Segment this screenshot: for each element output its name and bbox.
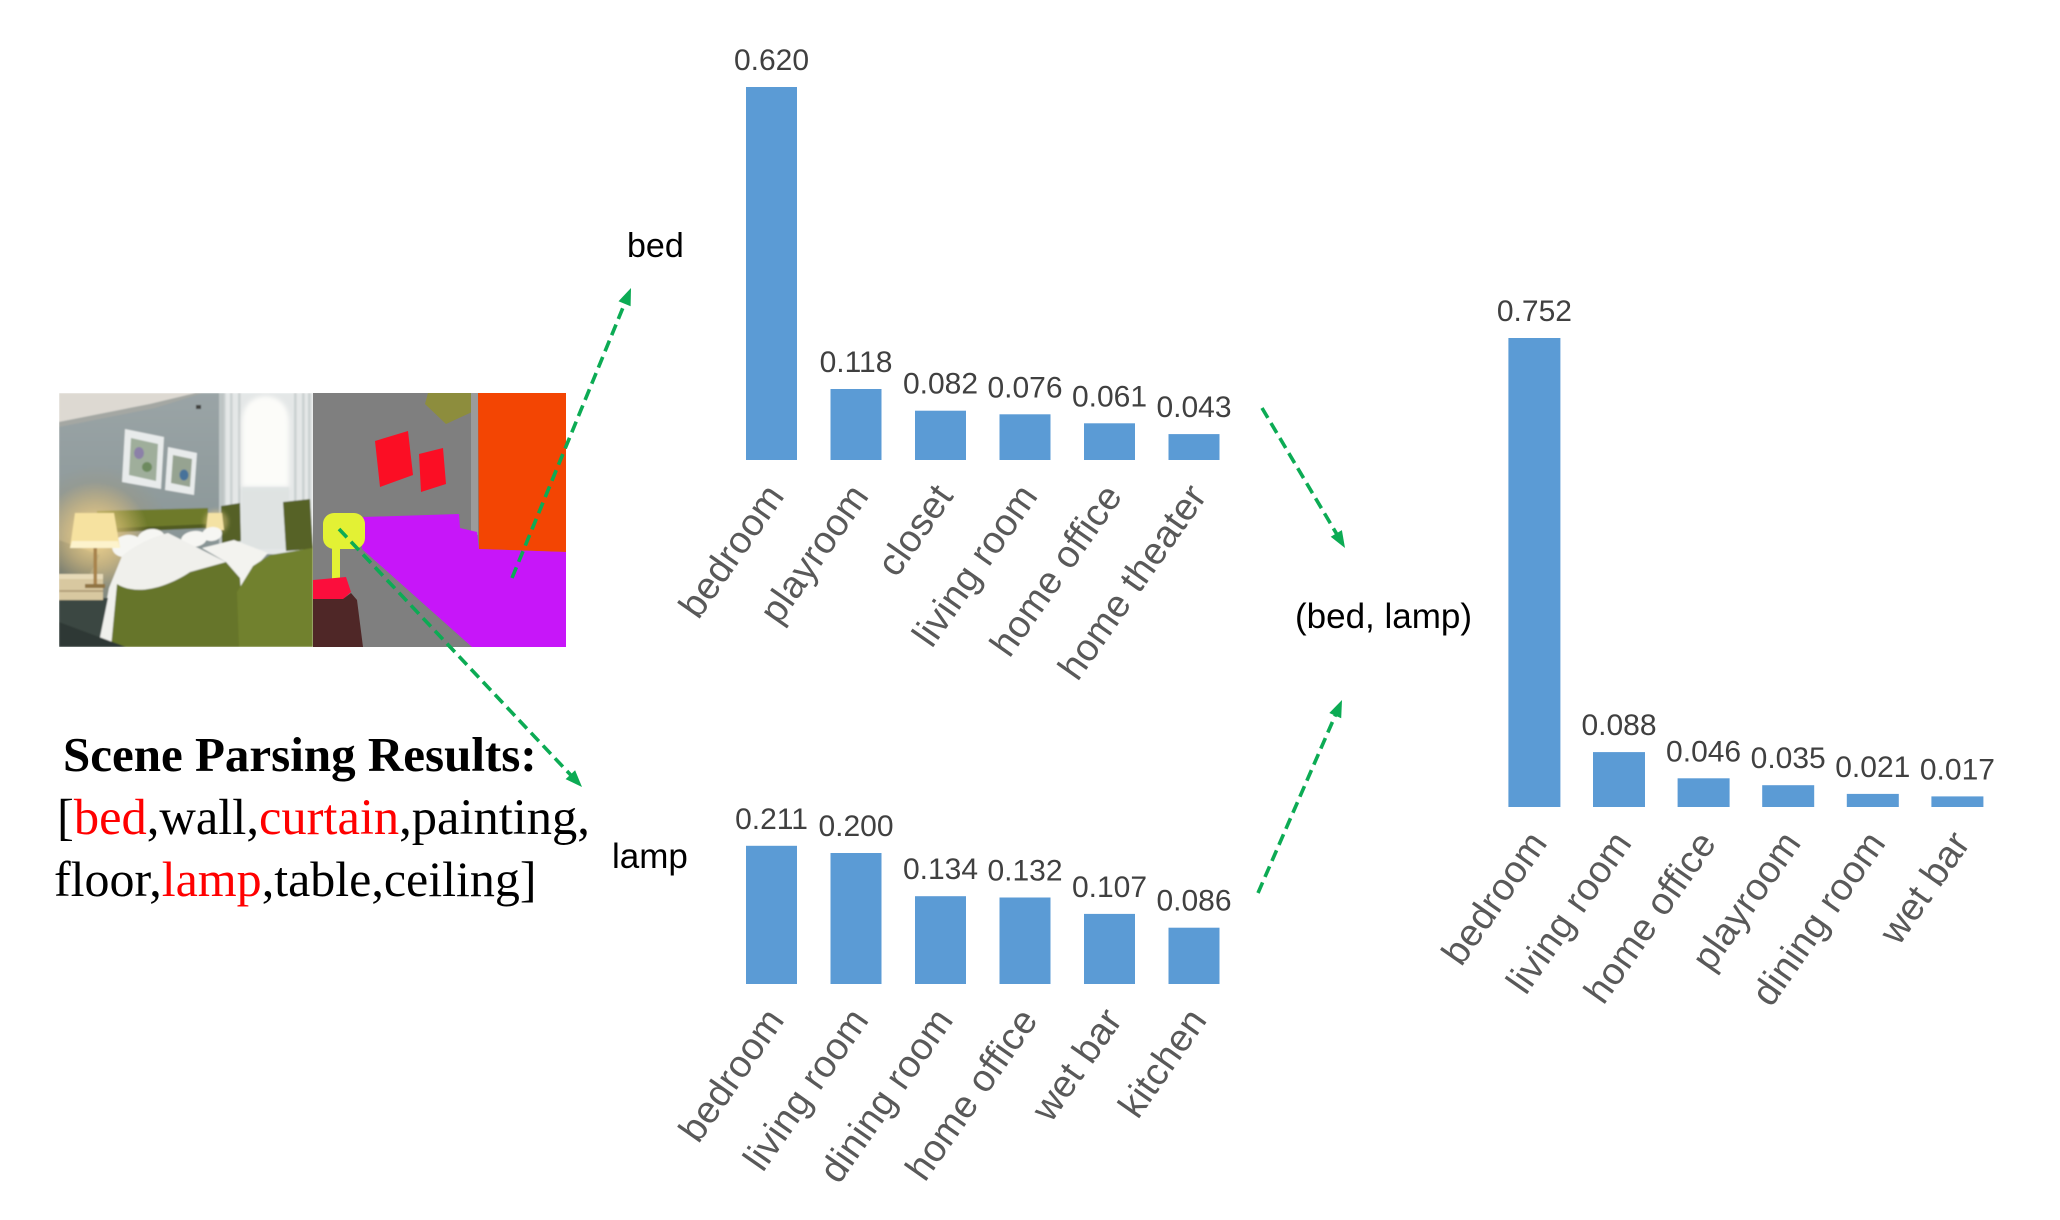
svg-text:0.076: 0.076 bbox=[987, 371, 1062, 404]
svg-text:0.200: 0.200 bbox=[818, 810, 893, 843]
svg-text:0.211: 0.211 bbox=[735, 803, 808, 836]
svg-text:0.118: 0.118 bbox=[820, 346, 893, 379]
svg-text:0.088: 0.088 bbox=[1581, 709, 1656, 742]
svg-text:0.107: 0.107 bbox=[1072, 871, 1147, 904]
svg-text:(bed, lamp): (bed, lamp) bbox=[1295, 597, 1472, 636]
svg-text:[bed,wall,curtain,painting,: [bed,wall,curtain,painting, bbox=[57, 789, 590, 845]
svg-text:0.046: 0.046 bbox=[1666, 735, 1741, 768]
svg-text:0.752: 0.752 bbox=[1497, 295, 1572, 328]
svg-text:0.086: 0.086 bbox=[1156, 885, 1231, 918]
svg-text:0.043: 0.043 bbox=[1156, 391, 1231, 424]
svg-text:lamp: lamp bbox=[612, 837, 688, 876]
svg-text:floor,lamp,table,ceiling]: floor,lamp,table,ceiling] bbox=[54, 851, 537, 907]
svg-text:0.017: 0.017 bbox=[1920, 753, 1995, 786]
svg-text:0.061: 0.061 bbox=[1072, 380, 1147, 413]
svg-text:0.035: 0.035 bbox=[1751, 742, 1826, 775]
svg-text:Scene Parsing Results:: Scene Parsing Results: bbox=[63, 727, 537, 782]
svg-text:0.620: 0.620 bbox=[734, 44, 809, 77]
svg-text:0.134: 0.134 bbox=[903, 853, 978, 886]
svg-text:bed: bed bbox=[627, 227, 684, 265]
svg-text:0.132: 0.132 bbox=[987, 855, 1062, 888]
svg-text:0.082: 0.082 bbox=[903, 368, 978, 401]
svg-text:0.021: 0.021 bbox=[1835, 751, 1910, 784]
